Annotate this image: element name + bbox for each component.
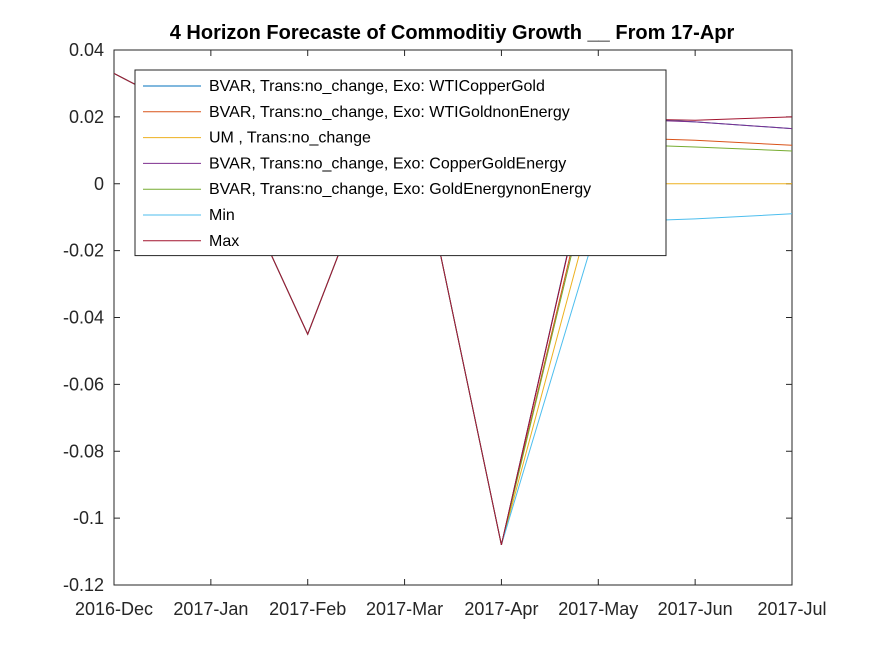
legend-label: BVAR, Trans:no_change, Exo: WTIGoldnonEn… — [209, 104, 570, 121]
y-tick-label: -0.12 — [63, 575, 104, 595]
y-axis: 0.04 0.02 0 -0.02 -0.04 -0.06 -0.08 -0.1 -0.12 — [63, 40, 792, 595]
y-tick-label: -0.08 — [63, 441, 104, 461]
x-tick-label: 2017-Jan — [173, 599, 248, 619]
y-tick-label: -0.02 — [63, 241, 104, 261]
legend-label: BVAR, Trans:no_change, Exo: GoldEnergyno… — [209, 181, 591, 198]
legend-label: Max — [209, 233, 239, 250]
y-tick-label: 0 — [94, 174, 104, 194]
x-tick-label: 2017-Mar — [366, 599, 443, 619]
y-tick-label: -0.04 — [63, 308, 104, 328]
y-tick-label: -0.1 — [73, 508, 104, 528]
x-tick-label: 2017-Apr — [464, 599, 538, 619]
legend-label: Min — [209, 207, 235, 224]
x-tick-label: 2017-Feb — [269, 599, 346, 619]
legend-box — [134, 69, 667, 257]
legend-label: BVAR, Trans:no_change, Exo: WTICopperGol… — [209, 78, 545, 95]
x-axis: 2016-Dec 2017-Jan 2017-Feb 2017-Mar 2017-Apr… — [75, 50, 827, 619]
y-tick-label: -0.06 — [63, 374, 104, 394]
legend-label: UM , Trans:no_change — [209, 130, 371, 147]
x-tick-label: 2017-Jul — [757, 599, 826, 619]
legend: BVAR, Trans:no_change, Exo: WTICopperGol… — [134, 69, 667, 257]
x-tick-label: 2016-Dec — [75, 599, 153, 619]
x-tick-label: 2017-May — [558, 599, 638, 619]
y-tick-label: 0.02 — [69, 107, 104, 127]
x-tick-label: 2017-Jun — [658, 599, 733, 619]
legend-label: BVAR, Trans:no_change, Exo: CopperGoldEn… — [209, 155, 566, 172]
y-tick-label: 0.04 — [69, 40, 104, 60]
chart-title: 4 Horizon Forecaste of Commoditiy Growth… — [170, 22, 735, 44]
